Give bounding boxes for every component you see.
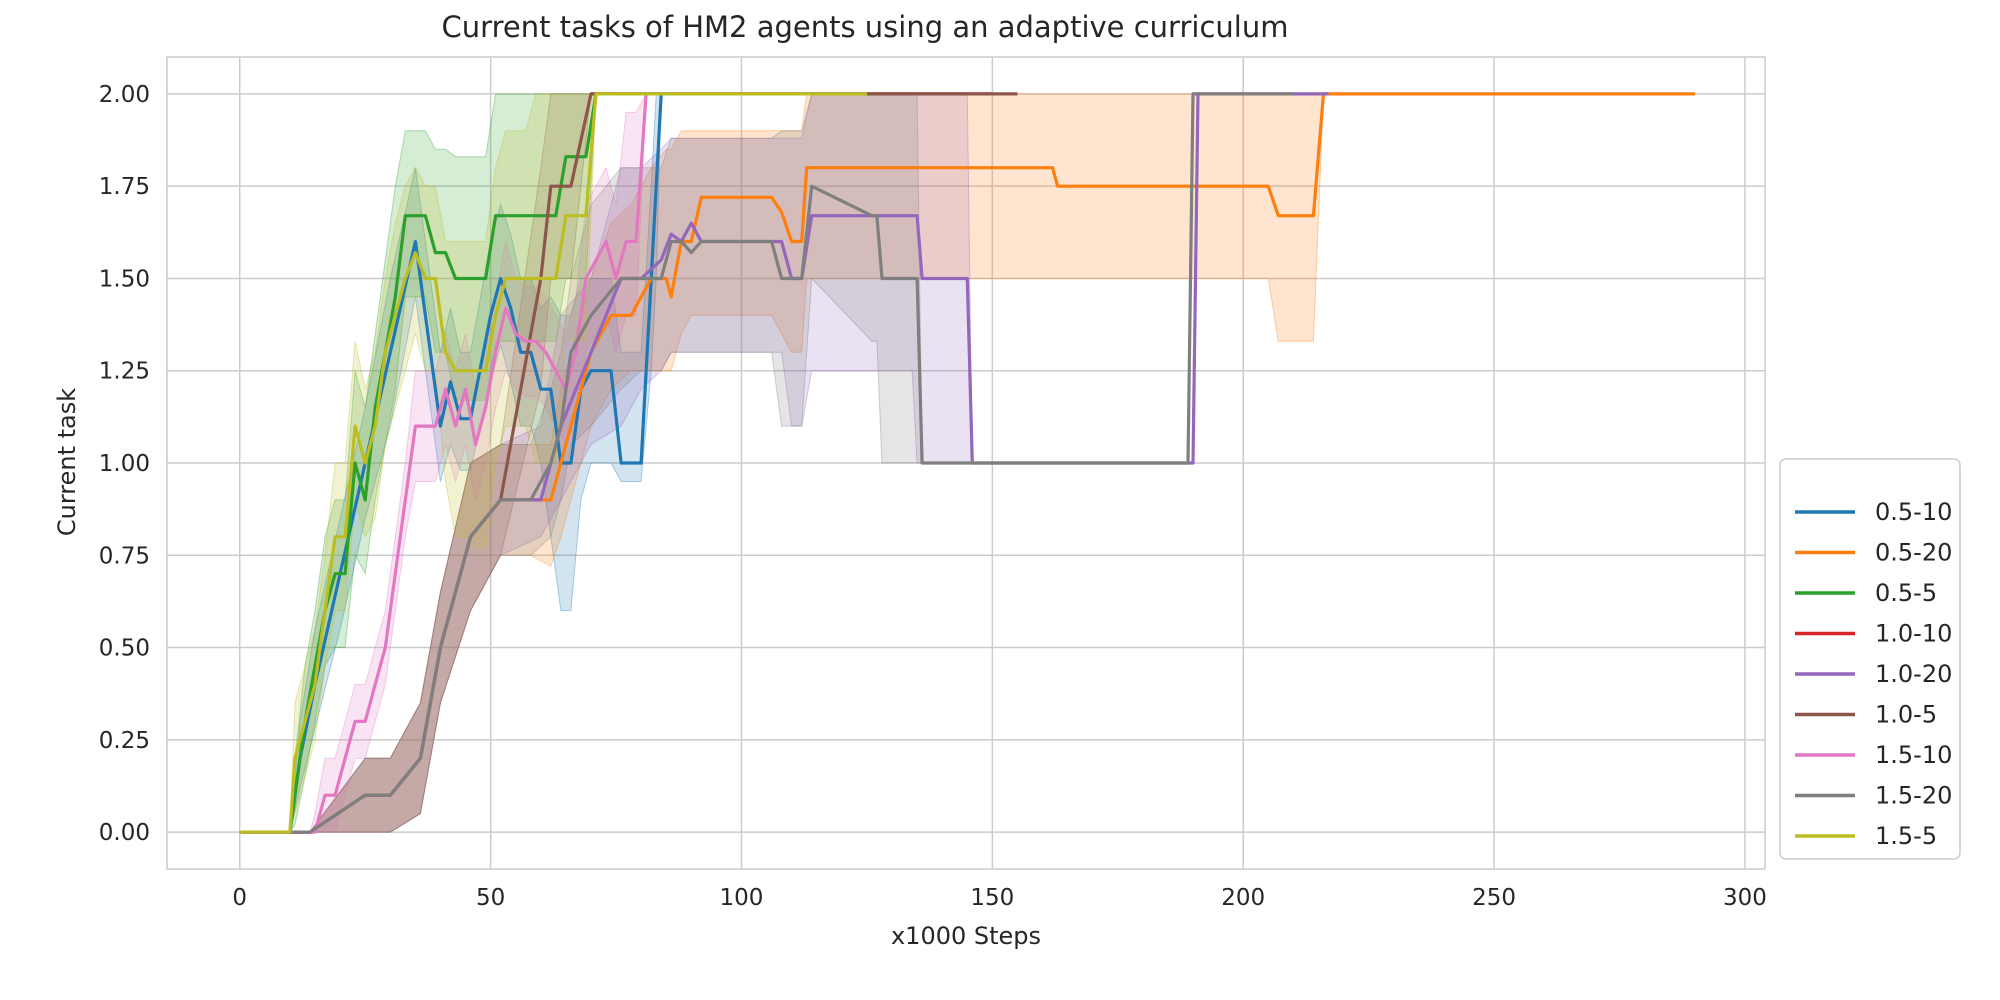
band-1_5-10 <box>239 93 867 833</box>
x-tick-labels: 0 50 100 150 200 250 300 <box>232 885 1766 911</box>
y-tick-label: 1.25 <box>99 359 150 385</box>
legend-label-0_5-5: 0.5-5 <box>1875 579 1937 607</box>
x-tick-label: 200 <box>1221 885 1265 911</box>
legend-label-1_5-5: 1.5-5 <box>1875 822 1937 850</box>
y-tick-label: 1.00 <box>99 451 150 477</box>
legend-label-1_0-10: 1.0-10 <box>1875 620 1952 648</box>
band-0_5-10 <box>239 93 692 833</box>
legend-label-1_5-10: 1.5-10 <box>1875 741 1952 769</box>
legend-label-0_5-20: 0.5-20 <box>1875 539 1952 567</box>
x-tick-label: 150 <box>970 885 1014 911</box>
legend-box <box>1779 458 1961 860</box>
series-line-1_5-5 <box>239 92 867 834</box>
plot-frame <box>166 56 1766 870</box>
band-1_0-5 <box>239 93 1018 833</box>
legend-label-1_0-20: 1.0-20 <box>1875 660 1952 688</box>
y-tick-label: 2.00 <box>99 82 150 108</box>
band-1_0-20 <box>239 93 1329 833</box>
series-lines <box>239 92 1695 834</box>
x-axis-label: x1000 Steps <box>891 922 1041 950</box>
y-tick-label: 0.75 <box>99 543 150 569</box>
legend-items: 0.5-10 0.5-20 0.5-5 1.0-10 1.0-20 1.0-5 1.5-10… <box>1795 498 1952 850</box>
legend-label-0_5-10: 0.5-10 <box>1875 498 1952 526</box>
y-tick-label: 1.75 <box>99 174 150 200</box>
series-line-1_5-10 <box>239 92 867 834</box>
y-tick-label: 0.25 <box>99 728 150 754</box>
x-tick-label: 50 <box>476 885 505 911</box>
legend: 0.5-10 0.5-20 0.5-5 1.0-10 1.0-20 1.0-5 1.5-10… <box>1779 458 1961 860</box>
series-line-1_5-20 <box>239 92 1294 834</box>
y-tick-label: 1.50 <box>99 266 150 292</box>
x-tick-label: 250 <box>1472 885 1516 911</box>
y-tick-label: 0.00 <box>99 820 150 846</box>
y-tick-labels: 0.00 0.25 0.50 0.75 1.00 1.25 1.50 1.75 2.00 <box>99 82 150 846</box>
x-tick-label: 0 <box>232 885 247 911</box>
y-axis-label: Current task <box>53 388 81 536</box>
x-tick-label: 100 <box>720 885 764 911</box>
legend-label-1_0-5: 1.0-5 <box>1875 701 1937 729</box>
chart-title: Current tasks of HM2 agents using an ada… <box>442 10 1289 44</box>
legend-label-1_5-20: 1.5-20 <box>1875 782 1952 810</box>
series-line-0_5-5 <box>239 92 616 834</box>
y-tick-label: 0.50 <box>99 636 150 662</box>
x-tick-label: 300 <box>1723 885 1767 911</box>
